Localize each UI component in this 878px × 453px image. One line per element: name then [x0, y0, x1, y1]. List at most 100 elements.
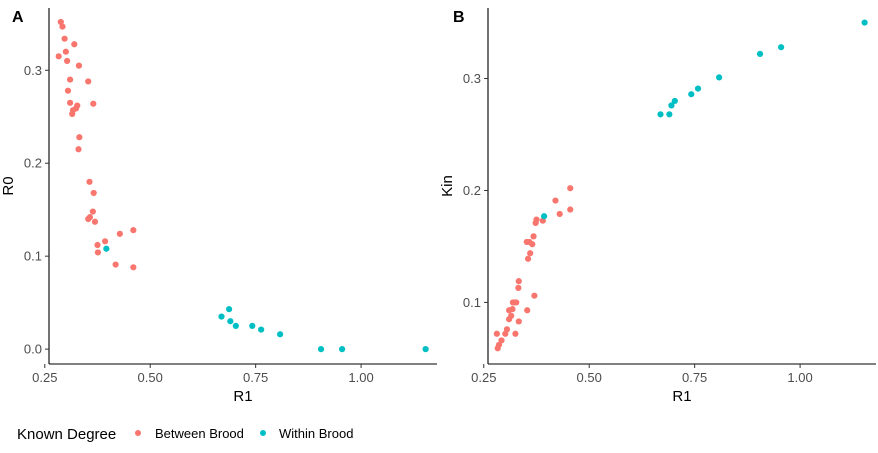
panel-a-point-within-brood	[317, 346, 325, 353]
panel-a-point-within-brood	[258, 326, 265, 333]
panel-a-point-between-brood	[85, 215, 92, 223]
panel-a-point-between-brood	[71, 41, 78, 48]
panel-b-point-within-brood	[756, 50, 764, 57]
panel-b-point-between-brood	[531, 292, 538, 299]
panel-a-x-tick-label: 1.00	[348, 370, 373, 385]
panel-a-point-between-brood	[112, 261, 119, 268]
panel-a-point-within-brood	[249, 322, 256, 329]
panel-b-point-between-brood	[512, 330, 519, 337]
panel-b-point-between-brood	[498, 337, 505, 344]
panel-a-y-tick-label: 0.1	[24, 249, 42, 264]
panel-b-point-between-brood	[509, 306, 516, 313]
panel-b-point-between-brood	[493, 330, 500, 337]
panel-a-x-axis-title: R1	[233, 388, 252, 405]
panel-b-point-within-brood	[778, 44, 785, 51]
panel-b-y-tick-label: 0.1	[463, 295, 481, 310]
panel-a-point-within-brood	[422, 346, 429, 353]
panel-a-y-ticks: 0.0 0.1 0.2 0.3	[24, 63, 49, 357]
panel-a-point-between-brood	[130, 227, 137, 234]
panel-a-point-within-brood	[227, 318, 234, 325]
panel-a-point-within-brood	[103, 245, 110, 252]
panel-a-y-axis-title: R0	[0, 176, 17, 195]
panel-a-point-between-brood	[76, 134, 83, 141]
panel-a-point-between-brood	[130, 264, 137, 271]
panel-a-point-between-brood	[75, 146, 82, 153]
panel-a-point-between-brood	[101, 238, 109, 245]
legend-swatch-within-brood	[260, 430, 266, 436]
panel-a-point-between-brood	[116, 230, 123, 237]
panel-a-x-tick-label: 0.75	[243, 370, 268, 385]
panel-b-point-between-brood	[567, 185, 574, 192]
panel-b-point-between-brood	[524, 307, 531, 314]
legend-label-within-brood: Within Brood	[279, 426, 353, 441]
panel-b-point-between-brood	[527, 250, 534, 257]
panel-a-point-between-brood	[64, 87, 72, 94]
panel-b-x-tick-label: 1.00	[787, 370, 812, 385]
panel-a-point-between-brood	[57, 18, 64, 26]
panel-a-y-tick-label: 0.3	[24, 63, 42, 78]
panel-b-point-within-brood	[861, 19, 868, 26]
panel-a-point-between-brood	[89, 208, 96, 215]
panel-b-point-between-brood	[524, 255, 532, 262]
panel-a-x-ticks: 0.25 0.50 0.75 1.00	[32, 364, 374, 385]
panel-a-point-between-brood	[66, 76, 74, 83]
panel-b-point-within-brood	[688, 91, 695, 98]
panel-b-y-ticks: 0.1 0.2 0.3	[463, 71, 488, 310]
panel-a-y-tick-label: 0.2	[24, 156, 42, 171]
panel-b-point-between-brood	[503, 326, 511, 333]
panel-a-point-between-brood	[55, 53, 62, 60]
panel-a-point-between-brood	[94, 249, 102, 256]
panel-a-y-tick-label: 0.0	[24, 342, 42, 357]
panel-b-point-between-brood	[508, 312, 515, 319]
panel-b-point-between-brood	[513, 299, 520, 306]
panel-b-x-tick-label: 0.50	[577, 370, 602, 385]
panel-a-point-within-brood	[277, 331, 284, 338]
panel-a-point-between-brood	[90, 189, 97, 197]
panel-a-point-between-brood	[62, 48, 69, 55]
panel-a-point-within-brood	[339, 346, 346, 353]
panel-a-point-within-brood	[225, 306, 233, 313]
panel-b-x-ticks: 0.25 0.50 0.75 1.00	[471, 364, 813, 385]
panel-a-point-between-brood	[59, 23, 66, 30]
legend-title: Known Degree	[17, 426, 116, 443]
panel-b-point-between-brood	[552, 197, 559, 204]
panel-b-point-between-brood	[515, 318, 522, 325]
panel-a-point-between-brood	[85, 78, 92, 85]
panel-b-point-within-brood	[668, 102, 675, 109]
panel-b-label: B	[453, 9, 465, 26]
panel-b-y-tick-label: 0.2	[463, 183, 481, 198]
panel-a-x-tick-label: 0.25	[32, 370, 57, 385]
panel-b-point-between-brood	[530, 233, 537, 240]
panel-a-point-between-brood	[90, 100, 97, 107]
legend-swatch-between-brood	[135, 430, 141, 436]
panel-a-point-between-brood	[64, 57, 71, 65]
panel-b-points	[493, 19, 868, 352]
panel-b-point-between-brood	[529, 241, 536, 248]
legend-label-between-brood: Between Brood	[155, 426, 244, 441]
panel-b-point-between-brood	[515, 278, 522, 285]
panel-b-point-between-brood	[515, 284, 522, 291]
panel-b-point-between-brood	[567, 206, 574, 213]
panel-b-point-within-brood	[671, 97, 678, 105]
panel-b-x-axis-title: R1	[672, 388, 691, 405]
panel-b-point-between-brood	[533, 216, 540, 223]
panel-a: A 0.25 0.50 0.75 1.00 0.0 0.1 0.2 0.3 R1 R0	[0, 8, 437, 405]
panel-a-point-between-brood	[91, 218, 99, 225]
panel-a-point-between-brood	[66, 99, 74, 106]
panel-b-point-within-brood	[540, 213, 548, 220]
panel-b: B 0.25 0.50 0.75 1.00 0.1 0.2 0.3 R1 Kin	[439, 8, 876, 405]
panel-a-point-between-brood	[94, 241, 101, 249]
panel-b-point-between-brood	[556, 210, 563, 218]
panel-a-point-between-brood	[69, 110, 76, 118]
panel-b-y-axis-title: Kin	[439, 175, 456, 197]
panel-b-x-tick-label: 0.25	[471, 370, 496, 385]
panel-a-points	[55, 18, 429, 353]
panel-b-y-tick-label: 0.3	[463, 71, 481, 86]
panel-b-point-within-brood	[657, 111, 664, 118]
panel-a-label: A	[12, 9, 24, 26]
panel-a-point-between-brood	[75, 62, 83, 69]
panel-b-point-within-brood	[716, 74, 723, 81]
panel-a-point-within-brood	[218, 313, 225, 320]
panel-b-x-tick-label: 0.75	[682, 370, 707, 385]
